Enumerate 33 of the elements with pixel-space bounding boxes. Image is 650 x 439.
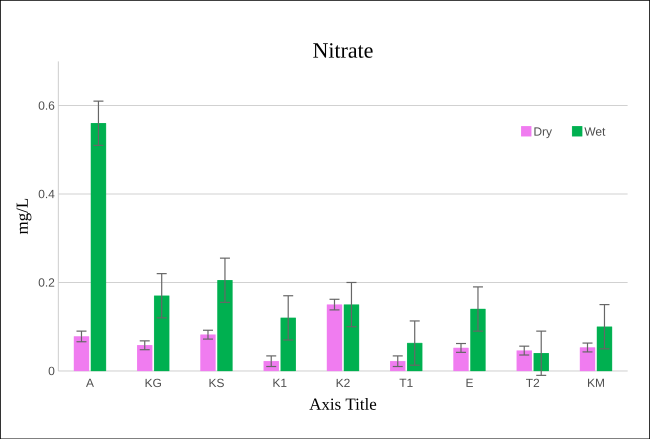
bar <box>217 280 233 372</box>
bar <box>453 348 469 372</box>
chart-title: Nitrate <box>313 43 373 58</box>
bar <box>534 352 549 372</box>
legend-label: Dry <box>534 127 552 138</box>
bar <box>326 304 342 372</box>
bar <box>74 336 90 372</box>
bar <box>516 350 532 372</box>
x-axis-title: Axis Title <box>309 398 376 410</box>
bar <box>137 344 152 372</box>
y-tick-label: 0.6 <box>38 101 54 110</box>
bar <box>344 304 360 372</box>
y-tick-label: 0 <box>48 366 54 376</box>
x-tick-label: T1 <box>400 378 413 387</box>
x-tick-label: KM <box>588 378 604 387</box>
x-tick-label: K1 <box>273 378 286 387</box>
bar <box>596 326 612 372</box>
y-tick-label: 0.4 <box>38 190 54 198</box>
bar <box>580 347 596 372</box>
y-axis-title: mg/L <box>16 198 32 234</box>
x-tick-label: A <box>86 378 94 387</box>
bar <box>154 295 170 372</box>
x-tick-label: KG <box>146 378 161 388</box>
bar <box>470 308 486 372</box>
x-tick-label: K2 <box>336 378 350 387</box>
legend-label: Wet <box>584 127 606 136</box>
bar <box>280 318 296 372</box>
x-tick-label: T2 <box>526 378 540 387</box>
y-tick-label: 0.2 <box>38 278 54 287</box>
x-tick-label: E <box>466 378 473 387</box>
bar <box>90 122 106 372</box>
x-tick-label: KS <box>209 378 224 388</box>
bar <box>200 334 216 372</box>
